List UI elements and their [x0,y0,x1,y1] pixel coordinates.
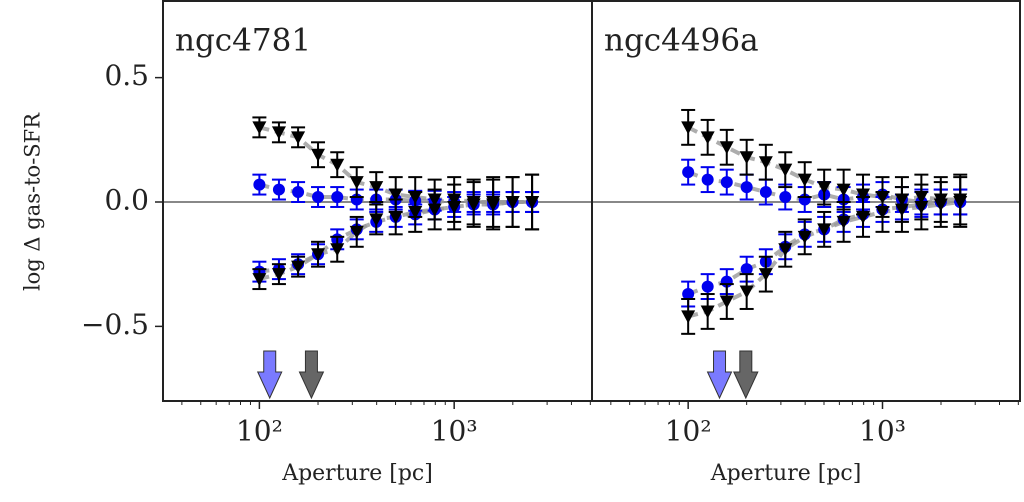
triangle-marker [330,243,345,257]
triangle-marker [719,141,734,155]
triangle-marker [388,210,403,224]
circle-marker [740,263,753,276]
x-axis-label: Aperture [pc] [281,461,433,486]
triangle-marker [856,210,871,224]
circle-marker [759,186,772,199]
triangle-marker [681,121,696,135]
circle-marker [331,191,344,204]
triangle-marker [681,310,696,324]
triangle-marker [739,151,754,165]
triangle-marker [817,223,832,237]
triangle-marker [700,305,715,319]
triangle-marker [252,121,267,135]
circle-marker [253,178,266,191]
x-tick-label: 10³ [431,415,478,448]
triangle-marker [311,148,326,162]
triangle-marker [836,183,851,197]
triangle-marker [797,230,812,244]
triangle-marker [369,213,384,227]
triangle-marker [953,196,968,209]
circle-marker [292,186,305,199]
triangle-marker [252,273,267,287]
triangle-marker [369,181,384,195]
panel-frame [591,0,1021,402]
triangle-marker [856,188,871,202]
triangle-marker [349,225,364,239]
triangle-marker [330,158,345,172]
y-tick-label: −0.5 [81,308,149,341]
triangle-marker [719,295,734,309]
x-tick-label: 10² [236,415,283,448]
panel-title: ngc4781 [175,23,311,59]
triangle-marker [817,181,832,195]
triangle-marker [427,203,442,217]
triangle-marker [836,215,851,229]
fit-curve [258,125,533,204]
triangle-marker [700,131,715,145]
triangle-marker [349,176,364,190]
triangle-marker [291,260,306,274]
triangle-marker [914,200,929,214]
scale-arrow [256,350,283,400]
x-tick-label: 10³ [859,415,906,448]
y-tick-label: 0.5 [104,59,149,92]
triangle-marker [388,188,403,202]
scale-arrow [298,350,325,400]
triangle-marker [271,268,286,282]
circle-marker [740,181,753,194]
triangle-marker [525,196,540,209]
triangle-marker [894,203,909,217]
circle-marker [720,176,733,189]
x-tick-label: 10² [665,415,712,448]
triangle-marker [739,285,754,299]
triangle-marker [797,173,812,187]
circle-marker [312,191,325,204]
circle-marker [272,183,285,196]
triangle-marker [758,268,773,282]
triangle-marker [311,248,326,262]
circle-marker [682,288,695,301]
triangle-marker [933,198,948,212]
triangle-marker [758,156,773,170]
triangle-marker [505,196,520,209]
y-axis-label: log Δ gas-to-SFR [21,112,45,291]
triangle-marker [778,163,793,177]
circle-marker [701,280,714,293]
triangle-marker [291,131,306,145]
triangle-marker [466,198,481,212]
triangle-marker [447,200,462,214]
triangle-marker [271,126,286,140]
scale-arrow [706,350,733,400]
circle-marker [779,191,792,204]
circle-marker [701,173,714,186]
triangle-marker [408,205,423,219]
triangle-marker [875,205,890,219]
panel-title: ngc4496a [604,23,759,59]
triangle-marker [486,198,501,212]
x-axis-label: Aperture [pc] [710,461,862,486]
triangle-marker [778,243,793,257]
circle-marker [682,166,695,179]
scale-arrow [733,350,759,400]
y-tick-label: 0.0 [104,184,149,217]
